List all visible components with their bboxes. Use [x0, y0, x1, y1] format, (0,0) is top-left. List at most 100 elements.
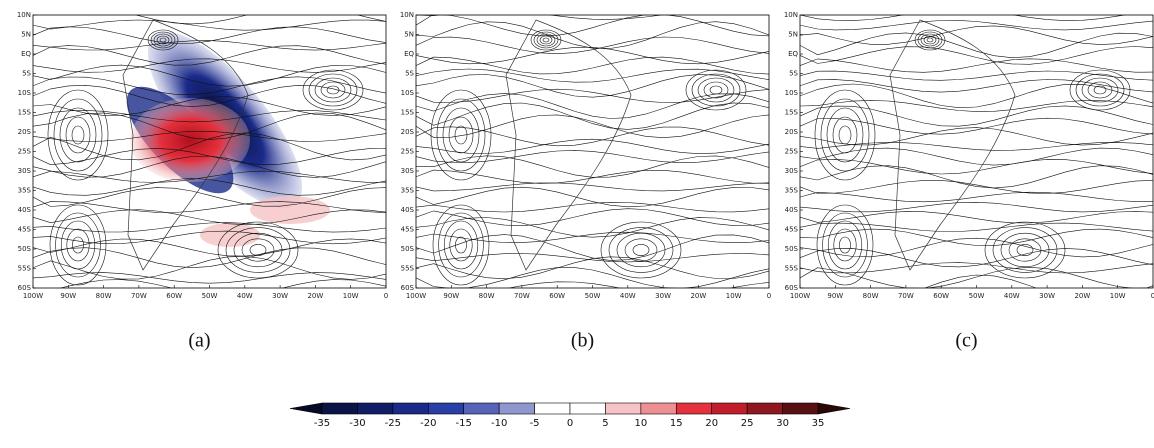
streamline — [416, 169, 769, 184]
streamline — [800, 83, 1153, 109]
streamline — [33, 45, 386, 66]
lon-label: 40W — [620, 292, 636, 300]
lat-label: 5N — [788, 31, 798, 39]
vortex — [430, 89, 492, 181]
lon-label: 100W — [23, 292, 43, 300]
vortex — [320, 81, 346, 99]
streamline — [800, 79, 1153, 93]
coastline — [505, 19, 632, 271]
vortex — [147, 29, 179, 51]
streamline — [416, 155, 769, 178]
vortex — [249, 244, 267, 256]
lat-label: 45S — [785, 226, 799, 234]
streamline — [800, 20, 1153, 31]
vortex — [691, 73, 741, 107]
colorbar-label: 35 — [812, 418, 825, 429]
vortex — [308, 73, 358, 107]
vortex — [703, 81, 729, 99]
streamline — [416, 15, 769, 37]
colorbar-box — [392, 402, 429, 415]
vortex — [839, 236, 851, 254]
lat-label: 25S — [18, 148, 32, 156]
vortex — [53, 98, 103, 172]
streamline — [416, 217, 769, 238]
lat-label: 35S — [18, 187, 32, 195]
lon-label: 50W — [202, 292, 218, 300]
streamline — [33, 187, 386, 207]
lon-label: 80W — [96, 292, 112, 300]
streamline — [416, 150, 769, 164]
streamline — [800, 117, 1153, 135]
vortex — [914, 29, 946, 51]
lon-label: 20W — [1074, 292, 1090, 300]
streamline — [416, 234, 769, 261]
vortex — [49, 204, 107, 286]
lon-label: 40W — [1004, 292, 1020, 300]
lat-label: 60S — [785, 284, 799, 292]
vortex — [66, 228, 90, 262]
lon-label: 0 — [384, 292, 388, 300]
lon-label: 30W — [272, 292, 288, 300]
panel-label: (a) — [188, 330, 210, 352]
vortex — [150, 31, 176, 49]
vortex — [533, 31, 559, 49]
streamline — [416, 36, 769, 55]
vortex — [55, 212, 101, 278]
vortex — [438, 212, 484, 278]
colorbar-label: -25 — [385, 418, 401, 429]
lat-label: 50S — [785, 245, 799, 253]
lon-label: 0 — [767, 292, 771, 300]
vortex — [156, 35, 170, 45]
colorbar-box — [321, 402, 358, 415]
streamline — [33, 255, 386, 280]
colorbar-box — [605, 402, 642, 415]
maps: 10N5NEQ5S10S15S20S25S30S35S40S45S50S55S6… — [17, 11, 1154, 429]
streamline — [33, 178, 386, 196]
streamline — [416, 256, 769, 280]
lat-label: 5N — [21, 31, 31, 39]
colorbar-under — [289, 402, 323, 415]
lon-label: 60W — [549, 292, 565, 300]
vortex — [1087, 81, 1113, 99]
vortex — [632, 244, 650, 256]
vortex — [442, 107, 480, 163]
lat-label: 20S — [785, 128, 799, 136]
lat-label: EQ — [788, 50, 798, 58]
streamline — [416, 126, 769, 147]
streamline — [800, 274, 1153, 288]
lat-label: 50S — [401, 245, 415, 253]
vortex — [159, 37, 167, 43]
vortex — [59, 107, 97, 163]
colorbar-box — [357, 402, 394, 415]
streamline — [800, 158, 1153, 175]
vortex — [697, 77, 735, 103]
coastline — [122, 19, 249, 271]
streamline — [33, 238, 386, 257]
lat-label: 40S — [18, 206, 32, 214]
lon-label: 100W — [406, 292, 426, 300]
lon-label: 30W — [655, 292, 671, 300]
vortex — [65, 116, 91, 154]
lon-label: 0 — [1151, 292, 1154, 300]
colorbar-label: 30 — [776, 418, 789, 429]
lon-label: 10W — [343, 292, 359, 300]
vortex — [448, 116, 474, 154]
streamline — [416, 231, 769, 244]
streamline — [800, 165, 1153, 189]
vortex — [920, 33, 940, 47]
lat-label: 10N — [784, 11, 798, 19]
vortex — [838, 125, 852, 145]
lat-label: 25S — [401, 148, 415, 156]
vortex — [432, 204, 490, 286]
streamline — [416, 47, 769, 65]
lat-label: 60S — [401, 284, 415, 292]
vortex — [60, 220, 96, 270]
colorbar-label: -35 — [314, 418, 330, 429]
lat-label: 20S — [401, 128, 415, 136]
streamline — [33, 272, 386, 284]
streamline — [33, 110, 386, 123]
streamline — [800, 46, 1153, 65]
lat-label: 5S — [22, 70, 31, 78]
colorbar-label: 0 — [567, 418, 573, 429]
